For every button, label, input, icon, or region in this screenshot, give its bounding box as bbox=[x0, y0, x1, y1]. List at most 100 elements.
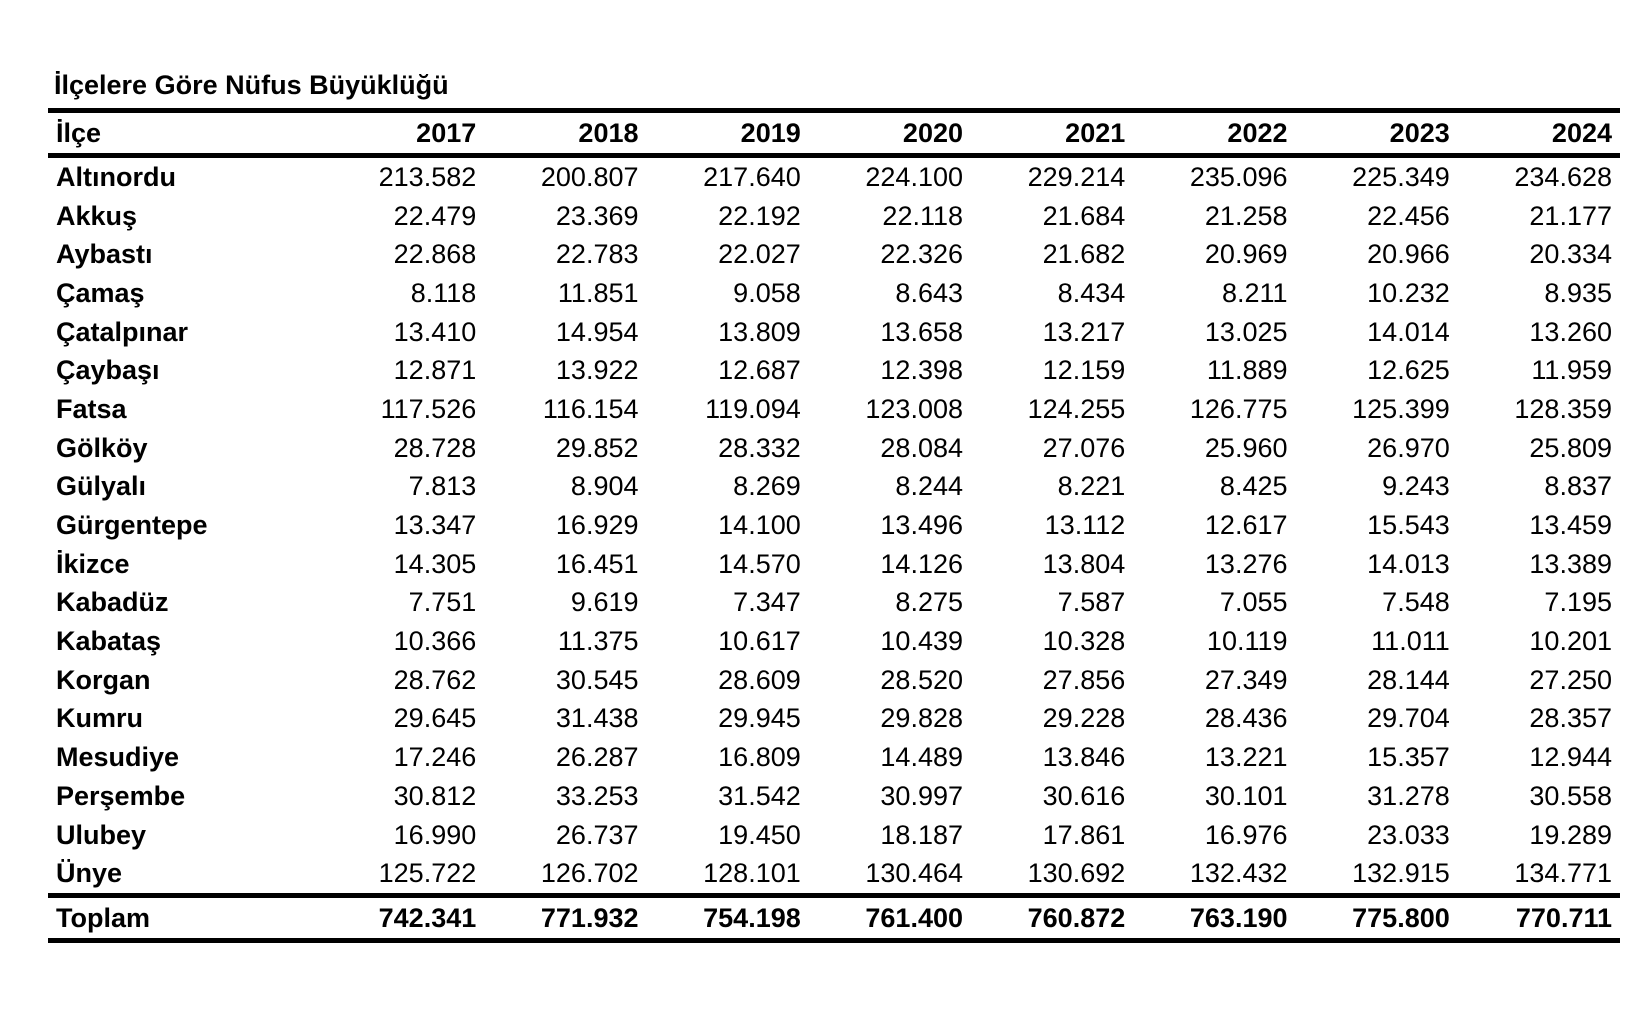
district-name: Mesudiye bbox=[56, 742, 180, 773]
header-year: 2023 bbox=[1295, 108, 1458, 158]
population-cell: 21.682 bbox=[1042, 239, 1126, 270]
population-cell: 29.228 bbox=[1042, 703, 1126, 734]
table-row: Fatsa 117.526 116.154 119.094 123.008 124.255… bbox=[48, 390, 1620, 429]
population-cell: 13.025 bbox=[1204, 316, 1288, 347]
population-cell: 8.118 bbox=[410, 277, 477, 308]
population-cell: 10.328 bbox=[1042, 626, 1126, 657]
total-cell: 761.400 bbox=[808, 893, 971, 944]
population-cell: 28.520 bbox=[880, 664, 963, 695]
population-cell: 11.011 bbox=[1371, 626, 1450, 657]
population-cell: 31.542 bbox=[718, 780, 801, 811]
population-cell: 22.192 bbox=[718, 200, 801, 231]
table-row: Mesudiye 17.246 26.287 16.809 14.489 13.846 13… bbox=[48, 738, 1620, 777]
population-cell: 117.526 bbox=[380, 393, 477, 424]
population-cell: 13.221 bbox=[1204, 742, 1288, 773]
population-cell: 234.628 bbox=[1514, 161, 1612, 192]
population-cell: 25.960 bbox=[1204, 432, 1288, 463]
population-cell: 21.258 bbox=[1204, 200, 1288, 231]
population-cell: 126.702 bbox=[540, 858, 639, 889]
population-cell: 8.244 bbox=[895, 471, 963, 502]
population-cell: 7.548 bbox=[1382, 587, 1450, 618]
population-cell: 11.851 bbox=[557, 277, 639, 308]
population-cell: 10.232 bbox=[1367, 277, 1450, 308]
header-year: 2018 bbox=[484, 108, 647, 158]
district-name: Akkuş bbox=[56, 200, 138, 231]
population-cell: 10.617 bbox=[718, 626, 801, 657]
header-year: 2021 bbox=[971, 108, 1134, 158]
header-row: İlçe 2017 2018 2019 2020 2021 2022 2023 2024 bbox=[48, 108, 1620, 158]
population-cell: 13.809 bbox=[718, 316, 801, 347]
population-cell: 119.094 bbox=[705, 393, 801, 424]
table-row: Ünye 125.722 126.702 128.101 130.464 130.692 1… bbox=[48, 854, 1620, 895]
population-cell: 229.214 bbox=[1027, 161, 1126, 192]
population-cell: 28.144 bbox=[1367, 664, 1450, 695]
table-row: Gölköy 28.728 29.852 28.332 28.084 27.076 25.9… bbox=[48, 429, 1620, 468]
population-cell: 30.812 bbox=[393, 780, 477, 811]
district-name: Korgan bbox=[56, 664, 151, 695]
population-cell: 128.359 bbox=[1514, 393, 1612, 424]
population-cell: 22.783 bbox=[555, 239, 639, 270]
population-cell: 9.619 bbox=[570, 587, 639, 618]
district-name: Kabataş bbox=[56, 626, 162, 657]
population-cell: 30.616 bbox=[1042, 780, 1126, 811]
population-cell: 28.332 bbox=[718, 432, 801, 463]
population-cell: 125.399 bbox=[1352, 393, 1450, 424]
district-name: Fatsa bbox=[56, 393, 127, 424]
population-cell: 30.558 bbox=[1529, 780, 1612, 811]
population-cell: 12.944 bbox=[1529, 742, 1612, 773]
table-row: Ulubey 16.990 26.737 19.450 18.187 17.861 16.9… bbox=[48, 816, 1620, 855]
population-cell: 15.357 bbox=[1367, 742, 1450, 773]
district-name: Ünye bbox=[56, 858, 123, 889]
table-row: İkizce 14.305 16.451 14.570 14.126 13.804 13.2… bbox=[48, 545, 1620, 584]
population-cell: 116.154 bbox=[542, 393, 639, 424]
table-row: Altınordu 213.582 200.807 217.640 224.100 229… bbox=[48, 156, 1620, 197]
population-cell: 29.828 bbox=[880, 703, 963, 734]
population-cell: 16.451 bbox=[555, 548, 639, 579]
population-cell: 14.489 bbox=[880, 742, 963, 773]
population-cell: 27.856 bbox=[1042, 664, 1126, 695]
population-cell: 13.112 bbox=[1044, 510, 1126, 541]
total-cell: 770.711 bbox=[1457, 893, 1620, 944]
population-cell: 30.997 bbox=[880, 780, 963, 811]
population-cell: 19.450 bbox=[718, 819, 801, 850]
district-name: Gülyalı bbox=[56, 471, 147, 502]
population-cell: 27.076 bbox=[1042, 432, 1126, 463]
table-footer: Toplam 742.341 771.932 754.198 761.400 760.8… bbox=[48, 893, 1620, 944]
district-name: Çamaş bbox=[56, 277, 145, 308]
population-cell: 7.195 bbox=[1544, 587, 1612, 618]
population-cell: 123.008 bbox=[865, 393, 963, 424]
population-cell: 13.260 bbox=[1529, 316, 1612, 347]
population-cell: 14.570 bbox=[718, 548, 801, 579]
population-cell: 27.250 bbox=[1529, 664, 1612, 695]
population-cell: 22.118 bbox=[882, 200, 963, 231]
population-cell: 225.349 bbox=[1352, 161, 1450, 192]
population-cell: 13.410 bbox=[393, 316, 477, 347]
population-cell: 8.211 bbox=[1221, 277, 1288, 308]
population-cell: 126.775 bbox=[1189, 393, 1288, 424]
population-cell: 22.868 bbox=[393, 239, 477, 270]
population-cell: 13.846 bbox=[1042, 742, 1126, 773]
population-cell: 125.722 bbox=[378, 858, 477, 889]
population-cell: 9.243 bbox=[1382, 471, 1450, 502]
population-cell: 27.349 bbox=[1204, 664, 1288, 695]
population-cell: 124.255 bbox=[1027, 393, 1126, 424]
population-cell: 7.813 bbox=[408, 471, 477, 502]
population-cell: 14.305 bbox=[393, 548, 477, 579]
population-cell: 9.058 bbox=[733, 277, 801, 308]
population-cell: 8.935 bbox=[1544, 277, 1612, 308]
population-cell: 14.100 bbox=[718, 510, 801, 541]
table-row: Kumru 29.645 31.438 29.945 29.828 29.228 28.43… bbox=[48, 700, 1620, 739]
population-cell: 18.187 bbox=[880, 819, 963, 850]
population-cell: 7.751 bbox=[408, 587, 477, 618]
population-cell: 20.966 bbox=[1367, 239, 1450, 270]
header-year: 2017 bbox=[322, 108, 485, 158]
header-year: 2020 bbox=[808, 108, 971, 158]
population-cell: 26.737 bbox=[555, 819, 639, 850]
population-cell: 28.762 bbox=[393, 664, 477, 695]
population-cell: 8.221 bbox=[1057, 471, 1126, 502]
total-cell: 754.198 bbox=[646, 893, 809, 944]
total-cell: 742.341 bbox=[322, 893, 485, 944]
population-cell: 23.369 bbox=[555, 200, 639, 231]
population-cell: 14.954 bbox=[555, 316, 639, 347]
district-name: Gölköy bbox=[56, 432, 148, 463]
